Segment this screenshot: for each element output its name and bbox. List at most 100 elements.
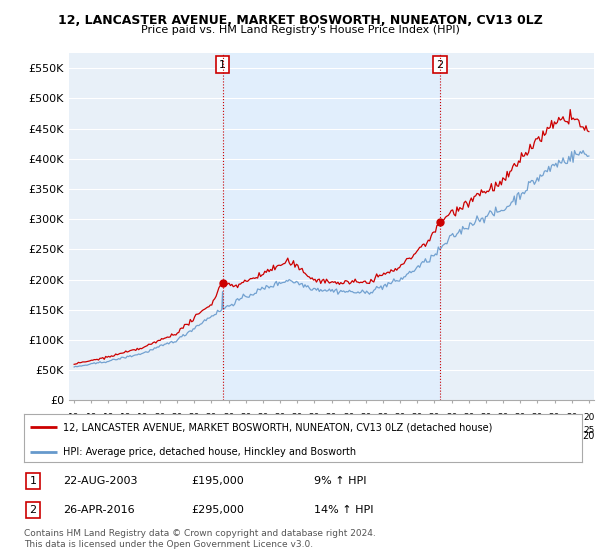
Text: 12, LANCASTER AVENUE, MARKET BOSWORTH, NUNEATON, CV13 0LZ (detached house): 12, LANCASTER AVENUE, MARKET BOSWORTH, N…	[63, 422, 493, 432]
Text: 97: 97	[103, 427, 114, 436]
Text: 20: 20	[308, 413, 320, 422]
Text: 20: 20	[480, 413, 491, 422]
Text: 98: 98	[120, 427, 131, 436]
Text: 20: 20	[257, 431, 269, 441]
Text: 20: 20	[445, 431, 458, 441]
Text: 20: 20	[325, 431, 338, 441]
Text: 20: 20	[377, 413, 389, 422]
Text: 23: 23	[549, 427, 560, 436]
Text: 20: 20	[292, 413, 303, 422]
Text: 20: 20	[566, 413, 577, 422]
Text: 19: 19	[480, 427, 491, 436]
Text: 18: 18	[463, 427, 475, 436]
Text: 20: 20	[326, 413, 337, 422]
Text: 19: 19	[86, 413, 97, 422]
Text: 20: 20	[188, 413, 200, 422]
Text: 9% ↑ HPI: 9% ↑ HPI	[314, 476, 367, 486]
Text: 19: 19	[119, 431, 132, 441]
Text: 2: 2	[29, 505, 37, 515]
Text: 2: 2	[436, 60, 443, 69]
Text: 13: 13	[377, 427, 389, 436]
Text: 22-AUG-2003: 22-AUG-2003	[63, 476, 137, 486]
Text: 20: 20	[515, 413, 526, 422]
Text: 20: 20	[239, 431, 252, 441]
Text: 21: 21	[515, 427, 526, 436]
Text: 20: 20	[583, 413, 595, 422]
Text: 17: 17	[446, 427, 457, 436]
Text: 20: 20	[480, 431, 492, 441]
Text: Contains HM Land Registry data © Crown copyright and database right 2024.
This d: Contains HM Land Registry data © Crown c…	[24, 529, 376, 549]
Text: 20: 20	[583, 431, 595, 441]
Text: 20: 20	[463, 431, 475, 441]
Text: 19: 19	[85, 431, 97, 441]
Text: 20: 20	[412, 413, 423, 422]
Text: 20: 20	[308, 431, 320, 441]
Text: 1: 1	[29, 476, 37, 486]
Text: Price paid vs. HM Land Registry's House Price Index (HPI): Price paid vs. HM Land Registry's House …	[140, 25, 460, 35]
Text: 01: 01	[172, 427, 183, 436]
Text: 20: 20	[428, 431, 440, 441]
Text: 19: 19	[68, 431, 80, 441]
Text: £195,000: £195,000	[191, 476, 244, 486]
Text: 20: 20	[223, 413, 234, 422]
Text: 20: 20	[205, 431, 218, 441]
Text: 20: 20	[411, 431, 424, 441]
Text: 20: 20	[377, 431, 389, 441]
Text: 20: 20	[429, 413, 440, 422]
Text: 22: 22	[532, 427, 543, 436]
Text: 20: 20	[188, 431, 200, 441]
Text: 02: 02	[188, 427, 200, 436]
Text: 20: 20	[360, 413, 371, 422]
Text: 06: 06	[257, 427, 269, 436]
Text: 14: 14	[394, 427, 406, 436]
Text: 20: 20	[531, 431, 544, 441]
Text: 20: 20	[257, 413, 269, 422]
Text: 20: 20	[446, 413, 457, 422]
Text: 12, LANCASTER AVENUE, MARKET BOSWORTH, NUNEATON, CV13 0LZ: 12, LANCASTER AVENUE, MARKET BOSWORTH, N…	[58, 14, 542, 27]
Text: HPI: Average price, detached house, Hinckley and Bosworth: HPI: Average price, detached house, Hinc…	[63, 446, 356, 456]
Text: 19: 19	[103, 413, 114, 422]
Text: 20: 20	[463, 413, 475, 422]
Text: 19: 19	[137, 413, 149, 422]
Text: 20: 20	[172, 413, 183, 422]
Text: 96: 96	[86, 427, 97, 436]
Bar	[223, 53, 440, 400]
Text: 12: 12	[360, 427, 371, 436]
Text: 08: 08	[292, 427, 303, 436]
Text: 20: 20	[274, 431, 286, 441]
Text: 20: 20	[206, 413, 217, 422]
Text: 25: 25	[583, 427, 595, 436]
Text: 20: 20	[240, 413, 251, 422]
Text: £295,000: £295,000	[191, 505, 244, 515]
Text: 15: 15	[412, 427, 423, 436]
Text: 20: 20	[532, 413, 543, 422]
Text: 05: 05	[240, 427, 251, 436]
Text: 09: 09	[308, 427, 320, 436]
Text: 20: 20	[154, 431, 166, 441]
Text: 20: 20	[274, 413, 286, 422]
Text: 20: 20	[171, 431, 183, 441]
Text: 20: 20	[497, 431, 509, 441]
Text: 20: 20	[223, 431, 235, 441]
Text: 95: 95	[68, 427, 80, 436]
Text: 19: 19	[137, 431, 149, 441]
Text: 1: 1	[219, 60, 226, 69]
Text: 14% ↑ HPI: 14% ↑ HPI	[314, 505, 374, 515]
Text: 20: 20	[394, 413, 406, 422]
Text: 10: 10	[326, 427, 337, 436]
Text: 26-APR-2016: 26-APR-2016	[63, 505, 134, 515]
Text: 07: 07	[274, 427, 286, 436]
Text: 16: 16	[428, 427, 440, 436]
Text: 20: 20	[514, 431, 526, 441]
Text: 20: 20	[497, 427, 509, 436]
Text: 20: 20	[343, 431, 355, 441]
Text: 20: 20	[359, 431, 372, 441]
Text: 20: 20	[497, 413, 509, 422]
Text: 19: 19	[68, 413, 80, 422]
Text: 20: 20	[566, 431, 578, 441]
Text: 11: 11	[343, 427, 355, 436]
Text: 20: 20	[343, 413, 355, 422]
Text: 20: 20	[548, 431, 561, 441]
Text: 04: 04	[223, 427, 234, 436]
Text: 20: 20	[549, 413, 560, 422]
